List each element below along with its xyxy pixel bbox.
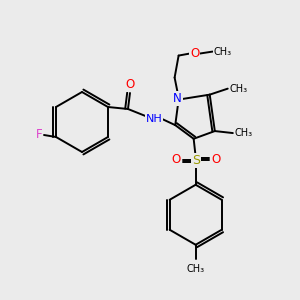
- Text: O: O: [171, 153, 180, 166]
- Text: O: O: [211, 153, 220, 166]
- Text: O: O: [125, 79, 135, 92]
- Text: O: O: [190, 47, 199, 60]
- Text: CH₃: CH₃: [214, 46, 232, 57]
- Text: N: N: [173, 92, 182, 105]
- Text: S: S: [192, 154, 200, 167]
- Text: NH: NH: [146, 114, 162, 124]
- Text: CH₃: CH₃: [230, 84, 248, 94]
- Text: CH₃: CH₃: [235, 128, 253, 138]
- Text: CH₃: CH₃: [187, 264, 205, 274]
- Text: F: F: [36, 128, 42, 142]
